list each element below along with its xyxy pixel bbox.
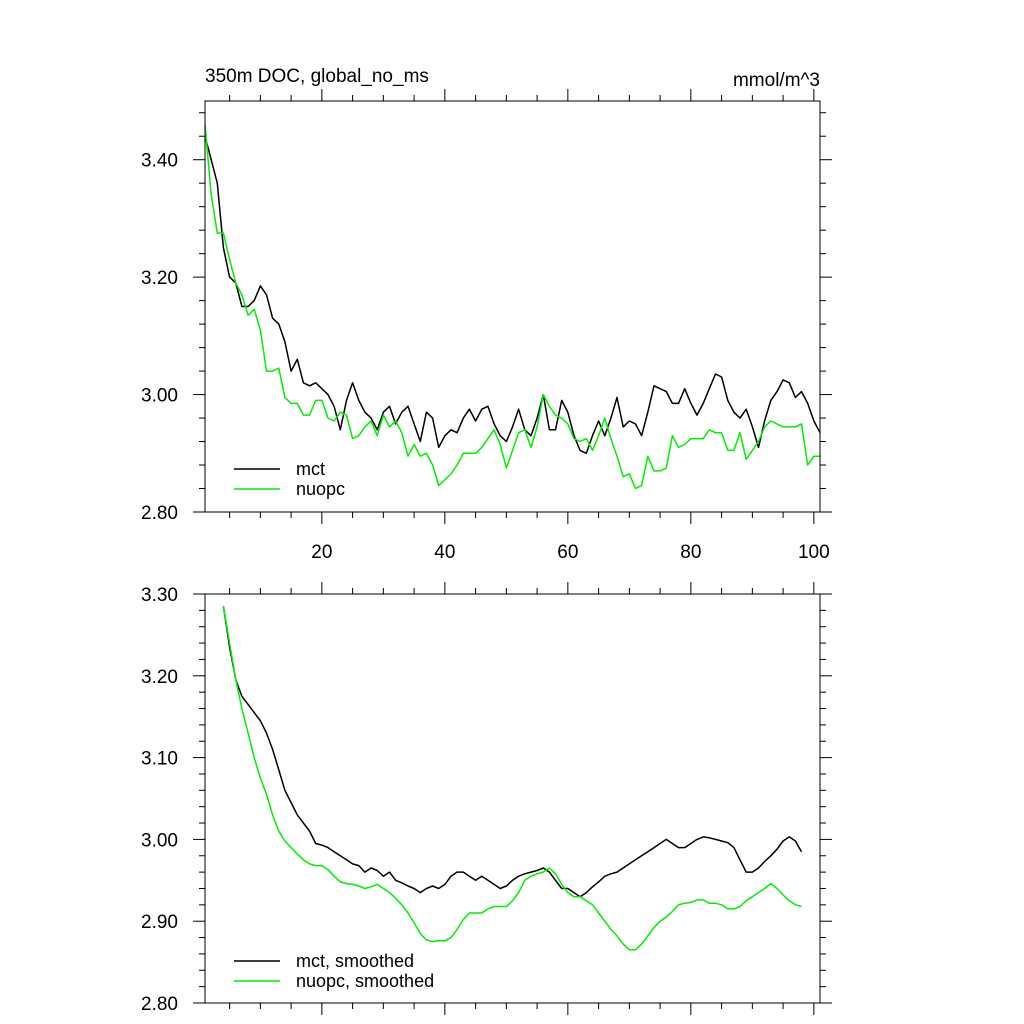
plot-frame [204, 593, 821, 1004]
y-tick-label: 3.30 [141, 585, 178, 606]
plot-frame [204, 100, 821, 513]
panel-title: 350m DOC, global_no_ms [205, 66, 429, 87]
legend-label: mct [296, 459, 325, 479]
series-line-mct-smoothed [222, 606, 803, 898]
y-tick-label: 3.20 [141, 268, 178, 289]
series-line-nuopc-smoothed [222, 606, 802, 951]
x-tick-label: 20 [311, 542, 332, 563]
y-tick-label: 3.20 [141, 667, 178, 688]
legend-label: nuopc [296, 479, 345, 499]
top-panel: 350m DOC, global_no_ms mmol/m^3 20 40 60 80… [141, 66, 832, 563]
x-tick-label: 80 [680, 542, 701, 563]
y-tick-label: 3.10 [141, 749, 178, 770]
series-line-nuopc [204, 124, 820, 490]
series-line-mct [204, 136, 821, 455]
y-tick-label: 2.80 [141, 994, 178, 1015]
units-label: mmol/m^3 [733, 70, 820, 91]
y-tick-label: 3.40 [141, 151, 178, 172]
legend-label: nuopc, smoothed [296, 971, 434, 991]
y-tick-label: 3.00 [141, 830, 178, 851]
legend-label: mct, smoothed [296, 951, 414, 971]
x-tick-label: 40 [434, 542, 455, 563]
y-tick-label: 2.80 [141, 503, 178, 524]
y-tick-label: 3.00 [141, 386, 178, 407]
x-tick-label: 60 [557, 542, 578, 563]
y-tick-label: 2.90 [141, 912, 178, 933]
x-tick-label: 100 [798, 542, 830, 563]
bottom-panel: 2.80 2.90 3.00 3.10 3.20 3.30 mct, smoothednu… [141, 582, 832, 1015]
